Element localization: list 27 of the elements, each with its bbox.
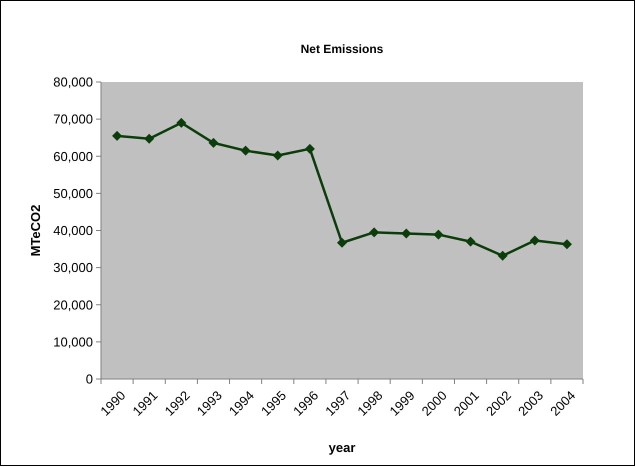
point xyxy=(112,130,122,141)
point xyxy=(433,230,444,240)
y-tick-label: 80,000 xyxy=(53,74,93,90)
point xyxy=(498,250,508,261)
point xyxy=(369,227,380,238)
point xyxy=(272,150,283,161)
point xyxy=(401,228,412,238)
point xyxy=(240,146,251,156)
y-tick-label: 0 xyxy=(86,372,93,387)
chart-title: Net Emissions xyxy=(300,42,384,56)
y-tick-label: 20,000 xyxy=(53,297,93,312)
point xyxy=(530,236,540,246)
point xyxy=(304,144,315,154)
y-axis-title: MTeCO2 xyxy=(28,204,43,256)
y-tick-label: 10,000 xyxy=(53,334,93,350)
point xyxy=(208,138,218,148)
y-tick-label: 30,000 xyxy=(53,260,93,276)
y-tick-label: 60,000 xyxy=(53,148,93,164)
y-tick-label: 40,000 xyxy=(53,223,93,238)
point xyxy=(466,236,476,247)
y-tick-label: 70,000 xyxy=(53,112,93,127)
y-tick-label: 50,000 xyxy=(53,186,93,201)
point xyxy=(176,118,186,128)
point xyxy=(337,238,347,248)
x-axis-title: year xyxy=(328,440,356,455)
point xyxy=(144,134,154,144)
point xyxy=(562,239,572,250)
